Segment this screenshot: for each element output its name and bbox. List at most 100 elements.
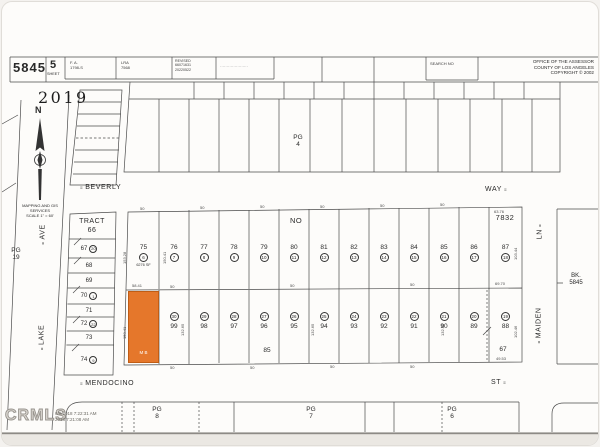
book-number: 5845 xyxy=(13,60,46,75)
parcel-lot-97: 28 97 xyxy=(219,291,249,363)
lot-number: 76 xyxy=(170,244,178,251)
parcel-index-circle: 16 xyxy=(439,252,449,262)
lot-number: 83 xyxy=(380,244,388,251)
old-lot-85: 85 xyxy=(263,347,271,354)
parcel-index-circle: 13 xyxy=(349,252,359,262)
street-mendocino: ≡ MENDOCINO xyxy=(78,380,134,387)
bk-label: BK. xyxy=(571,273,581,279)
lot-number: 98 xyxy=(200,322,208,330)
street-tick: ≡ xyxy=(503,187,508,192)
parcel-index-circle: 22 xyxy=(89,320,98,328)
lot-number: 68 xyxy=(85,262,93,269)
dimension-label: 69.70 xyxy=(495,281,506,286)
tract66-lot-68: 68 xyxy=(66,258,112,273)
parcel-lot-87: 87 18 xyxy=(489,211,522,289)
lot-number: 92 xyxy=(380,322,388,330)
parcel-index-circle: 9 xyxy=(89,356,98,364)
parcel-index-circle: 11 xyxy=(289,252,299,262)
lot-number: 84 xyxy=(410,244,418,251)
parcel-lot-84: 84 15 xyxy=(399,211,429,289)
dimension-label: 49.53 xyxy=(496,356,507,361)
tract-7832-number: 7832 xyxy=(495,213,515,222)
dimension-label: 50 xyxy=(260,204,265,209)
fa-line2: 1798-S xyxy=(70,65,83,70)
parcel-index-circle: 1 xyxy=(89,292,98,300)
tract66-number: 66 xyxy=(87,227,97,235)
lot-number: 94 xyxy=(320,322,328,330)
lot-number: 67 xyxy=(80,245,88,252)
parcel-index-circle: 18 xyxy=(501,252,510,262)
parcel-index-circle: 24 xyxy=(349,312,359,321)
tract66-lot-74: 74 9 xyxy=(66,345,112,375)
old-lot-67: 67 xyxy=(499,346,507,353)
dimension-label: 50 xyxy=(250,365,255,370)
lot-number: 81 xyxy=(320,244,328,251)
lot-number: 80 xyxy=(290,244,298,251)
page-bottom-band xyxy=(2,434,598,445)
tract66-lot-72: 72 22 xyxy=(66,317,112,331)
pg8-label: PG xyxy=(152,406,162,413)
parcel-lot-92: 23 92 xyxy=(369,291,399,363)
parcel-index-circle: 27 xyxy=(259,312,269,321)
lot-number: 75 xyxy=(139,244,148,251)
lot-number: 82 xyxy=(350,244,358,251)
dimension-label: 150.41 xyxy=(122,326,127,339)
parcel-index-circle: 7 xyxy=(169,252,179,262)
lot-number: 77 xyxy=(200,244,208,251)
tract66-lot-73: 73 xyxy=(66,331,112,345)
lot-number: 90 xyxy=(440,322,448,330)
parcel-index-circle: 17 xyxy=(469,252,479,262)
dimension-label: 50 xyxy=(170,365,175,370)
dimension-label: 132.65 xyxy=(180,323,185,336)
highlighted-parcel: M B xyxy=(128,291,159,363)
parcel-lot-85: 85 16 xyxy=(429,211,459,289)
parcel-lot-90: 21 90 xyxy=(429,291,459,363)
office-line2: COUNTY OF LOS ANGELES xyxy=(533,64,594,70)
parcel-lot-88: 19 88 xyxy=(489,291,522,363)
street-way-label: WAY xyxy=(485,186,502,193)
sheet-number: 5 xyxy=(50,59,57,71)
parcel-lot-75: 75 6 6276 SF xyxy=(128,211,159,289)
lot-number: 74 xyxy=(80,357,88,363)
watermark-timestamp-1: 6/9/2018 7:22:31 AM xyxy=(55,411,97,416)
dimension-label: 103.44 xyxy=(513,247,518,260)
street-beverly: ≡ BEVERLY xyxy=(78,184,121,191)
street-tick: ≡ xyxy=(80,185,84,190)
street-beverly-label: BEVERLY xyxy=(85,184,122,191)
street-mendocino-label: MENDOCINO xyxy=(85,380,135,387)
lot-number: 93 xyxy=(350,322,358,330)
revised-line2: 66071631 xyxy=(175,63,191,68)
parcel-index-circle: 20 xyxy=(469,312,479,321)
gis-note-line3: SCALE 1" = 60' xyxy=(26,213,54,219)
parcel-index-circle: 6 xyxy=(139,252,148,262)
parcel-index-circle: 30 xyxy=(169,312,179,321)
dimension-label: 153.28 xyxy=(122,251,127,264)
revised-line1: REVISED xyxy=(175,59,191,63)
pg7-num: 7 xyxy=(309,413,313,421)
sheet-label: SHEET xyxy=(47,72,60,76)
parcel-index-circle: 19 xyxy=(501,312,510,321)
parcel-lot-79: 79 10 xyxy=(249,211,279,289)
parcel-lot-83: 83 14 xyxy=(369,211,399,289)
parcel-lot-89: 20 89 xyxy=(459,291,489,363)
lot-number: 97 xyxy=(230,322,238,330)
lot-number: 89 xyxy=(470,322,478,330)
parcel-index-circle: 22 xyxy=(409,312,419,321)
tract66-lot-70: 70 1 xyxy=(66,288,112,304)
pg8-num: 8 xyxy=(155,413,159,421)
dimension-label: 58.41 xyxy=(132,283,143,288)
highlight-label: M B xyxy=(139,350,148,355)
search-no-label: SEARCH NO xyxy=(430,61,454,66)
street-tick: ≡ xyxy=(80,381,84,386)
revised-line3: 20220522 xyxy=(175,67,191,72)
parcel-lot-94: 25 94 xyxy=(309,291,339,363)
tract-no-label: NO xyxy=(290,216,303,225)
pg19-label: PG xyxy=(11,247,21,254)
lot-number: 95 xyxy=(290,322,298,330)
dimension-label: 132.65 xyxy=(440,323,445,336)
lra-line2: 7568 xyxy=(121,65,130,70)
